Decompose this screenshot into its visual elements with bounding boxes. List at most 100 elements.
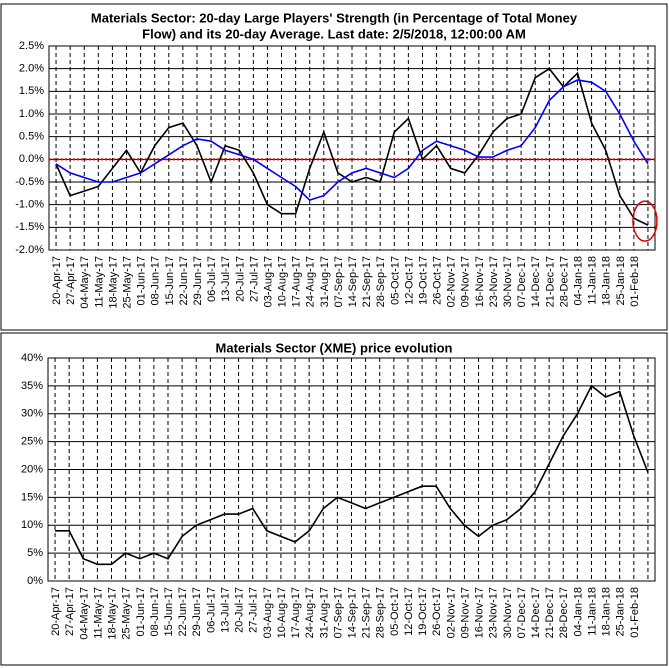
series-line: [55, 67, 649, 226]
x-tick-label: 20-Apr-17: [50, 587, 62, 636]
x-tick-label: 22-Jun-17: [177, 587, 189, 637]
x-tick-label: 25-Jan-18: [615, 256, 627, 306]
x-tick-label: 14-Sep-17: [347, 587, 359, 638]
x-tick-label: 26-Oct-17: [431, 587, 443, 636]
x-tick-label: 29-Jun-17: [192, 256, 204, 306]
x-tick-label: 30-Nov-17: [502, 256, 514, 307]
x-tick-label: 11-May-17: [92, 587, 104, 639]
y-tick-label: -0.5%: [15, 176, 44, 188]
x-tick-label: 11-Jan-18: [587, 256, 599, 305]
y-tick-label: 0.0%: [19, 153, 44, 165]
x-tick-label: 20-Jul-17: [234, 587, 246, 633]
x-tick-label: 14-Dec-17: [530, 256, 542, 307]
y-tick-label: 25%: [21, 436, 43, 448]
x-tick-label: 12-Oct-17: [403, 587, 415, 636]
x-tick-label: 16-Nov-17: [474, 587, 486, 638]
x-tick-label: 05-Oct-17: [389, 587, 401, 636]
x-tick-label: 07-Sep-17: [333, 256, 345, 307]
x-tick-label: 27-Apr-17: [64, 587, 76, 636]
x-tick-label: 03-Aug-17: [262, 256, 274, 307]
x-tick-label: 27-Jul-17: [248, 256, 260, 302]
y-tick-label: 1.5%: [19, 85, 44, 97]
y-tick-label: -1.5%: [15, 221, 44, 233]
x-tick-label: 17-Aug-17: [290, 587, 302, 638]
y-tick-label: 1.0%: [19, 108, 44, 120]
x-tick-label: 31-Aug-17: [319, 256, 331, 307]
y-tick-label: 5%: [27, 547, 43, 559]
x-tick-label: 11-Jan-18: [586, 587, 598, 636]
x-tick-label: 18-Jan-18: [601, 587, 613, 637]
x-tick-label: 22-Jun-17: [178, 256, 190, 306]
x-tick-label: 12-Oct-17: [403, 256, 415, 305]
x-tick-label: 24-Aug-17: [305, 256, 317, 307]
y-tick-label: 2.0%: [19, 63, 44, 75]
x-tick-label: 25-Jan-18: [615, 587, 627, 637]
x-tick-label: 05-Oct-17: [389, 256, 401, 305]
x-tick-label: 13-Jul-17: [220, 256, 232, 302]
x-tick-label: 01-Feb-18: [629, 587, 641, 638]
x-tick-label: 02-Nov-17: [445, 587, 457, 638]
x-tick-label: 18-May-17: [107, 256, 119, 309]
chart-title: Flow) and its 20-day Average. Last date:…: [142, 26, 526, 41]
x-tick-label: 29-Jun-17: [191, 587, 203, 637]
x-tick-label: 01-Jun-17: [135, 587, 147, 637]
x-tick-label: 23-Nov-17: [488, 587, 500, 638]
x-tick-label: 25-May-17: [121, 587, 133, 640]
x-tick-label: 09-Nov-17: [459, 587, 471, 638]
x-tick-label: 02-Nov-17: [446, 256, 458, 307]
x-tick-label: 21-Sep-17: [361, 256, 373, 307]
x-tick-label: 14-Dec-17: [530, 587, 542, 638]
x-tick-label: 28-Sep-17: [375, 587, 387, 638]
x-tick-label: 04-May-17: [78, 587, 90, 640]
y-tick-label: 0%: [27, 575, 43, 587]
series-line: [55, 384, 649, 566]
x-tick-label: 03-Aug-17: [262, 587, 274, 638]
x-tick-label: 04-Jan-18: [572, 587, 584, 637]
highlight-circle: [632, 200, 658, 242]
y-tick-label: 30%: [21, 408, 43, 420]
x-tick-label: 09-Nov-17: [460, 256, 472, 307]
y-tick-label: 2.5%: [19, 40, 44, 52]
x-tick-label: 04-Jan-18: [572, 256, 584, 306]
x-tick-label: 15-Jun-17: [163, 587, 175, 637]
x-tick-label: 01-Jun-17: [136, 256, 148, 306]
x-tick-label: 18-Jan-18: [601, 256, 613, 306]
x-tick-label: 20-Jul-17: [234, 256, 246, 302]
x-tick-label: 27-Jul-17: [248, 587, 260, 633]
x-tick-label: 10-Aug-17: [277, 256, 289, 307]
x-tick-label: 13-Jul-17: [219, 587, 231, 633]
y-tick-label: -2.0%: [15, 244, 44, 256]
y-tick-label: 40%: [21, 352, 43, 364]
x-tick-label: 21-Sep-17: [361, 587, 373, 638]
y-tick-label: 20%: [21, 463, 43, 475]
series-line: [55, 79, 649, 202]
x-tick-label: 04-May-17: [79, 256, 91, 309]
x-tick-label: 30-Nov-17: [502, 587, 514, 638]
x-tick-label: 15-Jun-17: [164, 256, 176, 306]
x-tick-label: 19-Oct-17: [417, 587, 429, 636]
x-tick-label: 24-Aug-17: [304, 587, 316, 638]
chart-title: Materials Sector: 20-day Large Players' …: [91, 10, 578, 25]
x-tick-label: 26-Oct-17: [432, 256, 444, 305]
y-tick-label: 10%: [21, 519, 43, 531]
x-tick-label: 07-Dec-17: [516, 587, 528, 638]
x-tick-label: 21-Dec-17: [544, 587, 556, 638]
x-tick-label: 01-Feb-18: [629, 256, 641, 307]
x-tick-label: 28-Sep-17: [375, 256, 387, 307]
x-tick-label: 06-Jul-17: [205, 587, 217, 633]
y-tick-label: 15%: [21, 491, 43, 503]
x-tick-label: 17-Aug-17: [291, 256, 303, 307]
y-tick-label: 0.5%: [19, 131, 44, 143]
x-tick-label: 07-Sep-17: [332, 587, 344, 638]
x-tick-label: 19-Oct-17: [417, 256, 429, 305]
x-tick-label: 27-Apr-17: [65, 256, 77, 305]
x-tick-label: 11-May-17: [93, 256, 105, 308]
x-tick-label: 23-Nov-17: [488, 256, 500, 307]
y-tick-label: 35%: [21, 380, 43, 392]
chart-title: Materials Sector (XME) price evolution: [216, 340, 453, 355]
x-tick-label: 07-Dec-17: [516, 256, 528, 307]
x-tick-label: 16-Nov-17: [474, 256, 486, 307]
x-tick-label: 28-Dec-17: [558, 587, 570, 638]
x-tick-label: 06-Jul-17: [206, 256, 218, 302]
